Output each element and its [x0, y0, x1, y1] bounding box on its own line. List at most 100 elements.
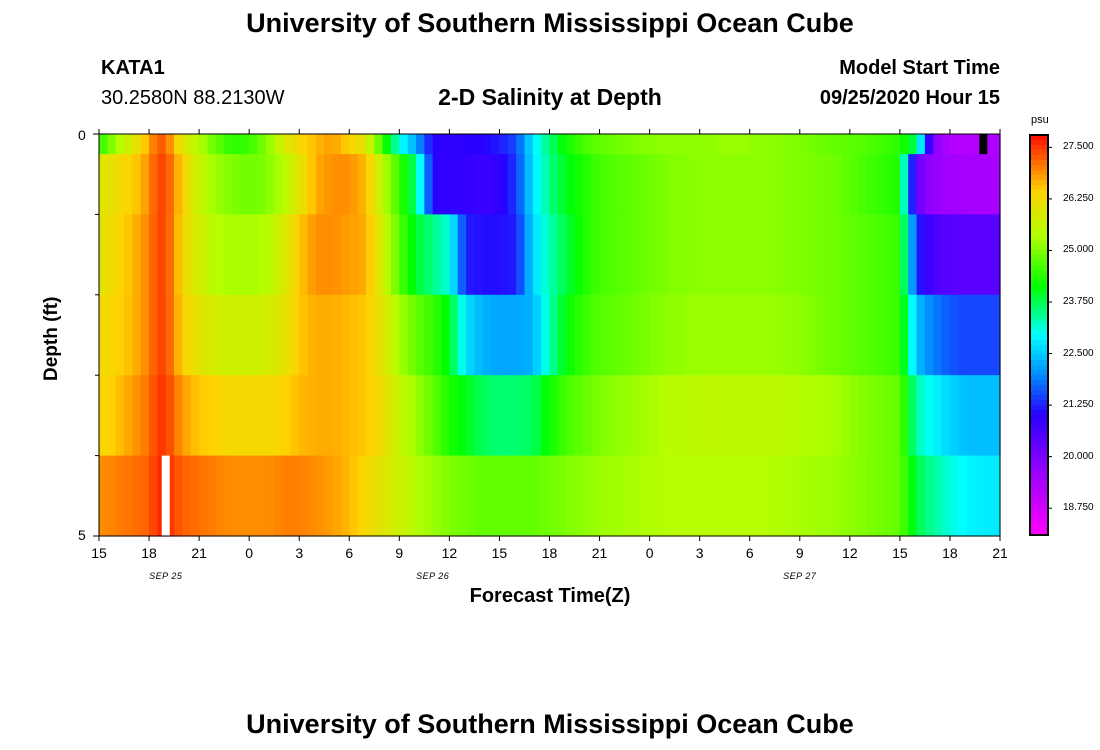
heatmap-cell: [916, 455, 926, 537]
heatmap-cell: [866, 294, 876, 376]
heatmap-cell: [682, 294, 692, 376]
heatmap-cell: [791, 455, 801, 537]
heatmap-cell: [591, 455, 601, 537]
heatmap-cell: [257, 154, 267, 215]
heatmap-cell: [149, 134, 158, 155]
colorbar-swatch: [1030, 390, 1048, 396]
heatmap-cell: [991, 154, 1001, 215]
heatmap-cell: [974, 294, 984, 376]
heatmap-cell: [874, 214, 884, 296]
heatmap-cell: [165, 455, 175, 537]
colorbar-swatch: [1030, 255, 1048, 261]
heatmap-cell: [866, 375, 876, 457]
heatmap-cell: [641, 375, 651, 457]
heatmap-cell: [132, 134, 142, 155]
heatmap-cell: [165, 294, 175, 376]
heatmap-cell: [924, 154, 934, 215]
heatmap-cell: [416, 455, 425, 537]
heatmap-cell: [482, 134, 492, 155]
heatmap-cell: [758, 134, 767, 155]
heatmap-cell: [416, 134, 425, 155]
heatmap-cell: [632, 154, 642, 215]
heatmap-cell: [774, 294, 784, 376]
heatmap-cell: [791, 134, 801, 155]
heatmap-cell: [607, 134, 617, 155]
colorbar-swatch: [1030, 450, 1048, 456]
heatmap-cell: [140, 214, 150, 296]
heatmap-cell: [115, 455, 125, 537]
heatmap-cell: [315, 375, 325, 457]
heatmap-cell: [516, 134, 526, 155]
heatmap-cell: [441, 294, 450, 376]
heatmap-cell: [974, 375, 984, 457]
colorbar-swatch: [1030, 185, 1048, 191]
heatmap-cell: [324, 375, 334, 457]
heatmap-cell: [941, 134, 951, 155]
x-tick-label: 12: [842, 545, 858, 561]
heatmap-cell: [833, 455, 843, 537]
heatmap-cell: [899, 455, 909, 537]
heatmap-cell: [966, 375, 976, 457]
heatmap-cell: [441, 154, 450, 215]
heatmap-cell: [140, 455, 150, 537]
heatmap-cell: [190, 294, 200, 376]
heatmap-cell: [891, 134, 901, 155]
heatmap-cell: [149, 154, 158, 215]
heatmap-cell: [949, 154, 959, 215]
heatmap-cell: [682, 455, 692, 537]
missing-data-marker: [979, 134, 988, 155]
heatmap-cell: [382, 375, 392, 457]
heatmap-cell: [432, 154, 442, 215]
heatmap-cell: [783, 134, 793, 155]
heatmap-cell: [691, 214, 701, 296]
heatmap-cell: [449, 214, 459, 296]
heatmap-cell: [165, 134, 175, 155]
colorbar-swatch: [1030, 445, 1048, 451]
colorbar-swatch: [1030, 430, 1048, 436]
heatmap-cell: [224, 214, 234, 296]
heatmap-cell: [557, 134, 567, 155]
heatmap-cell: [774, 134, 784, 155]
heatmap-cell: [991, 134, 1001, 155]
heatmap-cell: [566, 214, 576, 296]
colorbar-swatch: [1030, 270, 1048, 276]
heatmap-cell: [232, 154, 242, 215]
heatmap-cell: [541, 455, 551, 537]
colorbar-swatch: [1030, 190, 1048, 196]
heatmap-cell: [315, 294, 325, 376]
heatmap-cell: [457, 294, 467, 376]
heatmap-cell: [441, 214, 450, 296]
heatmap-cell: [699, 455, 709, 537]
colorbar-swatch: [1030, 310, 1048, 316]
colorbar-swatch: [1030, 355, 1048, 361]
colorbar-swatch: [1030, 470, 1048, 476]
heatmap-cell: [641, 154, 651, 215]
x-tick-label: 15: [491, 545, 508, 561]
heatmap-cell: [182, 154, 192, 215]
heatmap-cell: [541, 154, 551, 215]
heatmap-cell: [724, 134, 734, 155]
heatmap-cell: [749, 134, 759, 155]
heatmap-cell: [966, 455, 976, 537]
heatmap-cell: [107, 294, 117, 376]
heatmap-cell: [824, 375, 834, 457]
x-tick-label: 15: [91, 545, 107, 561]
heatmap-cell: [691, 375, 701, 457]
heatmap-cell: [958, 375, 968, 457]
heatmap-cell: [407, 294, 417, 376]
heatmap-cell: [841, 214, 851, 296]
heatmap-cell: [874, 134, 884, 155]
heatmap-cell: [374, 294, 384, 376]
heatmap-cell: [507, 455, 517, 537]
heatmap-cell: [232, 134, 242, 155]
heatmap-cell: [340, 375, 350, 457]
heatmap-cell: [390, 134, 400, 155]
heatmap-cell: [708, 134, 717, 155]
heatmap-cell: [924, 455, 934, 537]
colorbar-swatch: [1030, 195, 1048, 201]
heatmap-cell: [591, 154, 601, 215]
heatmap-cell: [224, 455, 234, 537]
heatmap-cell: [215, 375, 225, 457]
heatmap-cell: [249, 455, 259, 537]
